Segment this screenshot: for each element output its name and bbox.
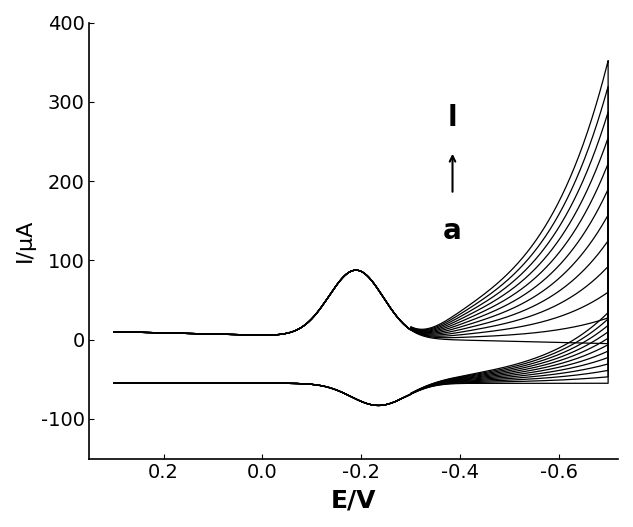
Y-axis label: I/μA: I/μA <box>15 219 35 262</box>
X-axis label: E/V: E/V <box>331 488 377 512</box>
Text: l: l <box>448 104 457 132</box>
Text: a: a <box>443 217 462 245</box>
